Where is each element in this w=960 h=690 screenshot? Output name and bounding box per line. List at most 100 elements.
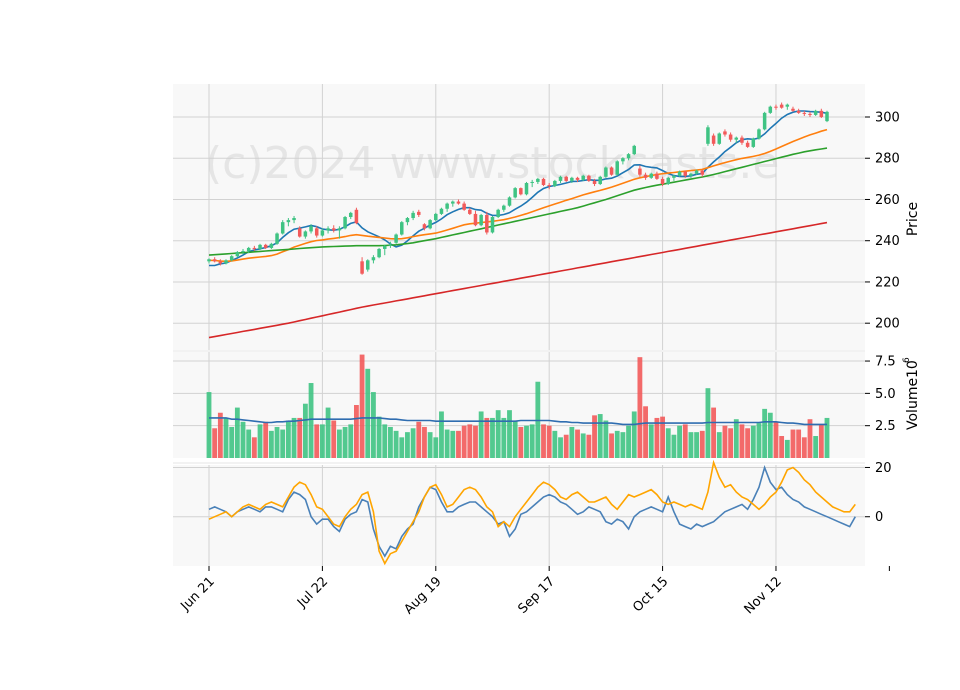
candle-body	[519, 188, 523, 195]
volume-bar	[620, 432, 626, 458]
volume-bar	[410, 428, 416, 458]
volume-bar	[682, 424, 688, 458]
x-tick-label: Sep 17	[515, 574, 558, 617]
candle-body	[604, 167, 608, 177]
volume-bar	[694, 432, 700, 458]
candle-body	[235, 252, 240, 257]
oscillator-lines	[208, 459, 856, 566]
candle-body	[570, 177, 574, 181]
volume-bar	[524, 425, 529, 458]
candle-body	[598, 176, 602, 185]
candle-body	[269, 243, 274, 248]
candle-body	[354, 209, 359, 224]
x-tick-label: Oct 15	[630, 574, 671, 615]
volume-bar	[716, 432, 722, 458]
watermark: (c)2024 www.stockcasts.e	[205, 138, 779, 189]
volume-bar	[807, 419, 813, 458]
volume-bar	[490, 417, 495, 458]
candle-body	[825, 111, 829, 122]
volume-bar	[688, 432, 694, 458]
volume-bar	[541, 424, 546, 458]
candle-body	[609, 167, 614, 175]
volume-bar	[580, 433, 586, 458]
oscillator-line-1	[208, 464, 856, 558]
volume-bar	[818, 424, 824, 458]
volume-bar	[699, 430, 705, 458]
volume-tick-label: 5.0	[875, 387, 896, 402]
candle-body	[723, 131, 727, 135]
volume-bar	[405, 432, 410, 458]
volume-bar	[756, 423, 762, 458]
price-moving-averages	[208, 110, 828, 339]
candle-body	[411, 212, 415, 219]
volume-bar	[643, 406, 648, 458]
volume-bar	[263, 421, 269, 458]
volume-bar	[773, 421, 779, 458]
volume-bar	[722, 425, 728, 458]
candle-body	[485, 214, 489, 233]
x-tick-label: Jul 22	[294, 574, 331, 611]
candle-body	[706, 127, 710, 144]
volume-bar	[439, 411, 444, 458]
candle-body	[365, 260, 370, 270]
candle-body	[428, 220, 432, 229]
price-tick-label: 300	[875, 110, 900, 125]
candle-body	[581, 175, 585, 180]
volume-bar	[251, 437, 257, 458]
volume-bar	[382, 424, 388, 458]
volume-bar	[609, 433, 614, 458]
candle-body	[791, 108, 795, 111]
volume-bar	[518, 426, 524, 458]
volume-bar	[302, 403, 308, 458]
volume-bar	[461, 425, 467, 458]
candle-body	[802, 112, 807, 114]
volume-bar	[711, 407, 717, 458]
oscillator-tick-label: 0	[875, 510, 883, 525]
volume-bar	[467, 424, 473, 458]
volume-bar	[558, 437, 563, 458]
candle-body	[632, 145, 636, 155]
price-tick-label: 260	[875, 193, 900, 208]
candle-body	[246, 247, 251, 252]
candle-body	[813, 110, 818, 115]
volume-bar	[569, 426, 575, 458]
volume-bar	[371, 392, 376, 458]
volume-bar	[280, 429, 286, 458]
volume-bar	[745, 428, 751, 458]
candle-body	[553, 180, 557, 187]
candle-body	[292, 218, 296, 221]
volume-bars	[206, 354, 830, 458]
volume-bar	[342, 426, 348, 458]
volume-bar	[478, 411, 484, 458]
price-tick-label: 220	[875, 275, 900, 290]
volume-bar	[507, 410, 512, 458]
candle-body	[672, 175, 676, 178]
volume-bar	[597, 414, 603, 458]
candle-body	[434, 213, 438, 221]
volume-tick-label: 2.5	[875, 419, 896, 434]
volume-bar	[592, 415, 597, 458]
volume-bar	[444, 429, 450, 458]
volume-bar	[314, 424, 320, 458]
volume-bar	[234, 407, 240, 458]
candle-body	[638, 168, 642, 175]
candle-body	[331, 228, 336, 231]
candle-body	[626, 154, 631, 159]
volume-bar	[416, 421, 422, 458]
volume-bar	[637, 357, 643, 458]
candle-body	[394, 234, 398, 243]
volume-bar	[586, 434, 592, 458]
moving-average-line-4	[208, 221, 828, 339]
candle-body	[417, 211, 421, 215]
price-tick-label: 240	[875, 234, 900, 249]
volume-bar	[240, 421, 246, 458]
volume-bar	[739, 424, 745, 458]
candle-body	[762, 112, 767, 130]
candle-body	[388, 244, 393, 246]
candle-body	[462, 203, 466, 210]
candle-body	[218, 261, 223, 264]
candle-body	[422, 224, 427, 229]
candle-body	[587, 175, 591, 181]
candle-body	[728, 134, 733, 140]
